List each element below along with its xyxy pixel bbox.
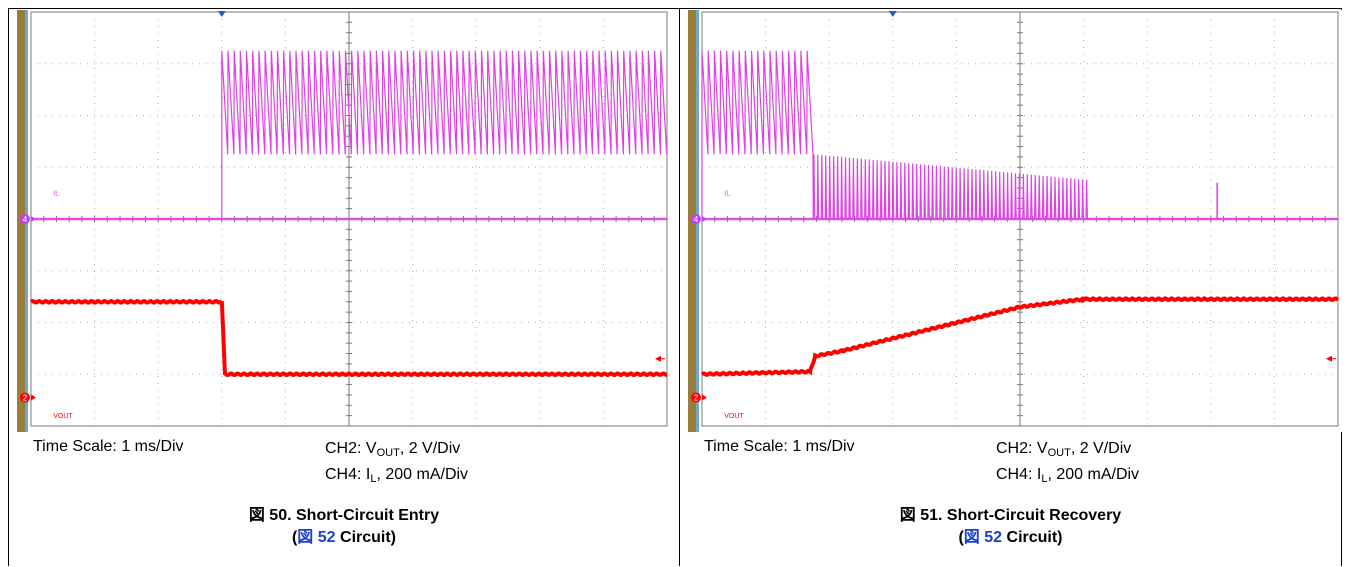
paren-open: (: [291, 529, 298, 546]
ch4-scale: , 200 mA/Div: [376, 466, 469, 483]
paren-open: (: [958, 529, 964, 546]
ch4-marker-label: 4: [23, 215, 28, 224]
circuit-word: Circuit): [335, 529, 397, 546]
oscilloscope-plot-left: 4 2 IL VOUT: [17, 10, 672, 432]
trigger-level-icon: [655, 355, 661, 362]
vout-trace-label: VOUT: [53, 413, 73, 420]
figure-panel-left: 4 2 IL VOUT Time Scale: 1 ms/Div CH2: VOUT,…: [8, 8, 679, 566]
figure-link-number[interactable]: 52: [317, 529, 336, 546]
figure-link-prefix[interactable]: 図: [963, 529, 980, 546]
ch2-scale: , 2 V/Div: [1070, 440, 1132, 457]
ch4-sub: L: [1041, 473, 1048, 485]
scope-svg-right: 4 2 IL VOUT: [688, 10, 1340, 432]
vout-trace-label: VOUT: [724, 413, 744, 420]
ch4-marker-circle: [20, 214, 30, 224]
ch2-legend: CH2: VOUT, 2 V/Div: [325, 438, 468, 464]
oscilloscope-plot-right: 4 2 IL VOUT: [688, 10, 1343, 432]
trigger-marker-icon: [888, 11, 897, 17]
ch4-marker-arrow: [31, 216, 36, 222]
caption-block-left: Time Scale: 1 ms/Div CH2: VOUT, 2 V/Div …: [9, 432, 679, 567]
ch4-marker-arrow: [702, 216, 707, 222]
ch4-label: CH4: I: [996, 466, 1042, 483]
time-scale-label: Time Scale: 1 ms/Div: [704, 438, 855, 455]
trigger-level-icon: [1326, 355, 1332, 362]
ch2-sub: OUT: [1047, 447, 1071, 459]
il-trace: [31, 50, 668, 220]
figure-caption: 図 50. Short-Circuit Entry (図 52 Circuit): [9, 505, 679, 549]
channel-legend: CH2: VOUT, 2 V/Div CH4: IL, 200 mA/Div: [996, 438, 1139, 490]
ch4-legend: CH4: IL, 200 mA/Div: [325, 464, 468, 490]
figure-caption: 図 51. Short-Circuit Recovery (図 52 Circu…: [680, 505, 1341, 549]
ch4-scale: , 200 mA/Div: [1047, 466, 1140, 483]
channel-legend: CH2: VOUT, 2 V/Div CH4: IL, 200 mA/Div: [325, 438, 468, 490]
figure-title: 図 51. Short-Circuit Recovery: [899, 507, 1122, 524]
figure-link-number[interactable]: 52: [984, 529, 1003, 546]
scope-svg-left: 4 2 IL VOUT: [17, 10, 668, 432]
ch2-marker-arrow: [31, 394, 36, 401]
time-scale-label: Time Scale: 1 ms/Div: [33, 438, 184, 455]
circuit-word: Circuit): [1002, 529, 1063, 546]
vout-trace: [29, 298, 668, 378]
caption-block-right: Time Scale: 1 ms/Div CH2: VOUT, 2 V/Div …: [680, 432, 1341, 567]
ch2-sub: OUT: [376, 447, 400, 459]
figure-panel-right: 4 2 IL VOUT Time Scale: 1 ms/Div CH2: VOUT,…: [679, 8, 1343, 567]
ch4-sub: L: [370, 473, 377, 485]
ch2-marker-label: 2: [694, 394, 699, 403]
ch4-marker-label: 4: [694, 215, 699, 224]
figure-title: 図 50. Short-Circuit Entry: [248, 507, 440, 524]
ch2-marker-circle: [20, 392, 30, 403]
ch2-legend: CH2: VOUT, 2 V/Div: [996, 438, 1139, 464]
ch2-marker-circle: [691, 392, 701, 403]
circuit-reference: (図 52 Circuit): [680, 527, 1341, 549]
ch2-label: CH2: V: [325, 440, 377, 457]
ch2-marker-arrow: [702, 394, 707, 401]
circuit-reference: (図 52 Circuit): [9, 527, 679, 549]
ch4-marker-circle: [691, 214, 701, 224]
vout-trace: [700, 296, 1340, 377]
il-trace-label: IL: [724, 191, 730, 198]
il-trace-label: IL: [53, 191, 59, 198]
ch2-scale: , 2 V/Div: [399, 440, 461, 457]
figure-link-prefix[interactable]: 図: [297, 529, 314, 546]
ch4-legend: CH4: IL, 200 mA/Div: [996, 464, 1139, 490]
trigger-marker-icon: [217, 11, 226, 17]
ch2-label: CH2: V: [996, 440, 1048, 457]
ch2-marker-label: 2: [23, 394, 28, 403]
ch4-label: CH4: I: [325, 466, 371, 483]
